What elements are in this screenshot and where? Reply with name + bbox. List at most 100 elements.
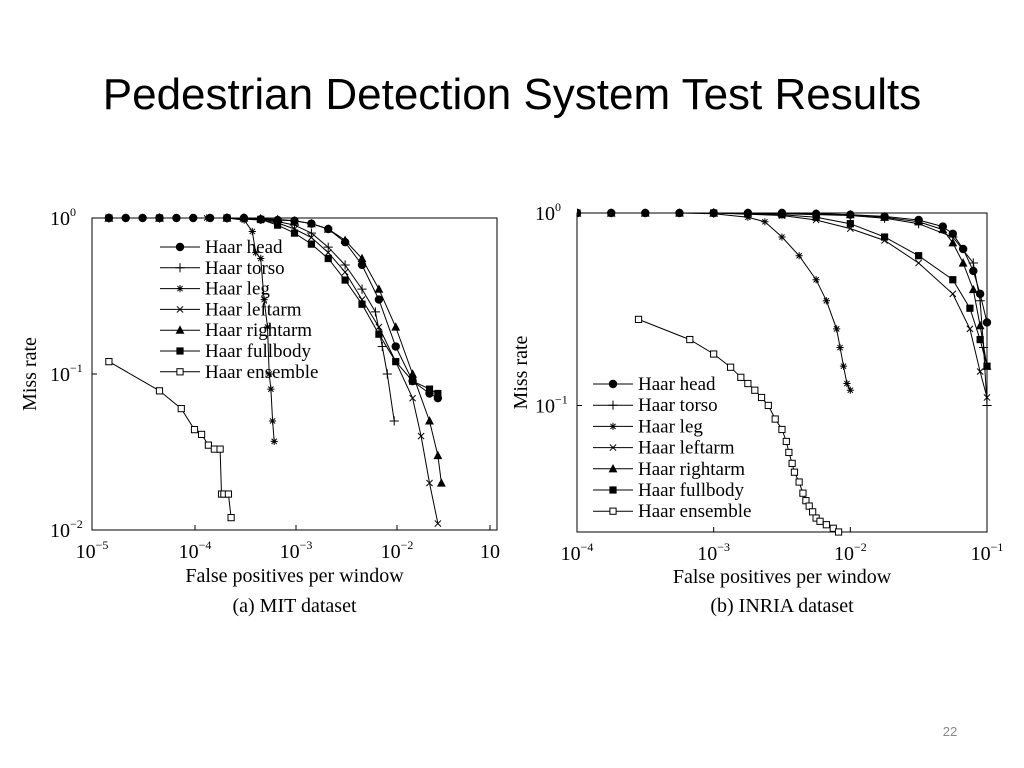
data-point-haar-leg — [812, 276, 820, 284]
data-point-haar-leg — [833, 325, 841, 333]
series-haar-ensemble — [105, 358, 235, 522]
series-haar-fullbody — [577, 209, 991, 370]
data-point-haar-rightarm — [938, 224, 948, 234]
data-point-haar-torso — [370, 307, 381, 317]
data-point-haar-ensemble — [634, 315, 643, 323]
data-point-haar-ensemble — [155, 387, 164, 395]
data-point-haar-leg — [839, 362, 848, 370]
data-point-haar-fullbody — [880, 233, 889, 241]
data-point-haar-leftarm — [976, 368, 984, 376]
data-point-haar-ensemble — [726, 363, 735, 371]
data-point-haar-head — [982, 318, 992, 327]
y-tick-label: 100 — [535, 200, 561, 225]
x-tick-label: 10−3 — [697, 540, 730, 565]
legend-marker — [608, 400, 618, 410]
legend-marker — [609, 507, 617, 515]
data-point-haar-rightarm — [307, 218, 316, 228]
data-point-haar-rightarm — [675, 208, 684, 217]
data-point-haar-leg — [761, 218, 769, 226]
series-haar-rightarm — [577, 208, 992, 370]
data-point-haar-fullbody — [966, 304, 974, 312]
legend-marker — [175, 263, 185, 273]
legend-label: Haar rightarm — [205, 320, 312, 341]
data-point-haar-leg — [270, 437, 278, 445]
data-point-haar-fullbody — [425, 385, 434, 393]
legend-marker — [609, 422, 617, 430]
data-point-haar-ensemble — [785, 448, 793, 457]
data-point-haar-ensemble — [834, 528, 843, 536]
legend-label: Haar ensemble — [638, 501, 751, 522]
data-point-haar-ensemble — [686, 335, 694, 344]
data-point-haar-fullbody — [778, 211, 786, 219]
data-point-haar-fullbody — [375, 330, 383, 338]
data-point-haar-ensemble — [790, 468, 799, 476]
data-point-haar-ensemble — [816, 517, 824, 525]
data-point-haar-head — [374, 295, 384, 304]
legend-marker — [175, 242, 185, 252]
data-point-haar-fullbody — [710, 209, 718, 217]
data-point-haar-rightarm — [340, 235, 350, 244]
legend-marker — [609, 486, 617, 494]
data-point-haar-ensemble — [105, 358, 113, 366]
data-point-haar-leg — [252, 249, 260, 257]
data-point-haar-leg — [265, 370, 273, 378]
data-point-haar-ensemble — [822, 521, 830, 529]
chart-inria: 10−4 10−3 10−2 10−1 100 10−1 False positives p… — [510, 200, 1003, 617]
data-point-haar-torso — [357, 284, 367, 294]
data-point-haar-ensemble — [795, 478, 803, 486]
data-point-haar-rightarm — [743, 208, 753, 217]
data-point-haar-leg — [260, 295, 268, 304]
data-point-haar-fullbody — [155, 214, 164, 222]
data-point-haar-fullbody — [409, 377, 417, 385]
y-tick-label: 10−2 — [50, 517, 83, 542]
data-point-haar-rightarm — [606, 208, 616, 217]
legend-marker — [608, 379, 618, 389]
data-point-haar-torso — [982, 400, 992, 411]
data-point-haar-leftarm — [417, 432, 425, 440]
x-axis-label: False positives per window — [185, 565, 404, 587]
data-point-haar-fullbody — [976, 335, 984, 344]
chart-caption: (a) MIT dataset — [232, 595, 356, 617]
x-tick-label: 10−2 — [834, 540, 867, 565]
x-tick-label: 10 — [480, 541, 500, 563]
data-point-haar-leftarm — [949, 290, 957, 298]
legend-label: Haar torso — [205, 258, 285, 279]
legend-label: Haar leg — [205, 279, 270, 300]
data-point-haar-rightarm — [880, 212, 889, 221]
legend-marker — [176, 368, 184, 376]
data-point-haar-rightarm — [975, 320, 985, 330]
data-point-haar-ensemble — [751, 386, 759, 394]
data-point-haar-leg — [248, 227, 256, 236]
data-point-haar-fullbody — [812, 213, 820, 221]
x-tick-label: 10−1 — [971, 540, 1004, 565]
data-point-haar-ensemble — [757, 393, 766, 402]
data-point-haar-rightarm — [273, 214, 283, 223]
data-point-haar-leftarm — [915, 259, 923, 267]
data-point-haar-rightarm — [958, 258, 968, 267]
data-point-haar-ensemble — [782, 437, 790, 446]
data-point-haar-rightarm — [290, 215, 299, 225]
data-point-haar-fullbody — [290, 229, 299, 237]
data-point-haar-fullbody — [307, 240, 316, 248]
x-tick-label: 10−4 — [561, 540, 594, 565]
data-point-haar-rightarm — [391, 322, 401, 331]
y-axis-label: Miss rate — [19, 337, 41, 411]
chart-caption: (b) INRIA dataset — [710, 595, 854, 617]
data-point-haar-leg — [268, 417, 277, 425]
data-point-haar-leg — [836, 343, 844, 352]
data-point-haar-ensemble — [788, 459, 796, 467]
data-point-haar-torso — [377, 341, 387, 352]
data-point-haar-rightarm — [845, 209, 855, 219]
data-point-haar-fullbody — [341, 276, 349, 284]
x-tick-label: 10−3 — [280, 538, 313, 563]
data-point-haar-ensemble — [710, 350, 718, 358]
data-point-haar-fullbody — [392, 358, 400, 366]
data-point-haar-ensemble — [809, 508, 817, 516]
data-point-haar-ensemble — [744, 379, 752, 388]
y-tick-label: 10−1 — [535, 392, 568, 417]
data-point-haar-ensemble — [778, 425, 786, 434]
series-line-haar-ensemble — [108, 361, 232, 518]
data-point-haar-torso — [340, 260, 350, 270]
y-tick-label: 100 — [50, 205, 76, 230]
